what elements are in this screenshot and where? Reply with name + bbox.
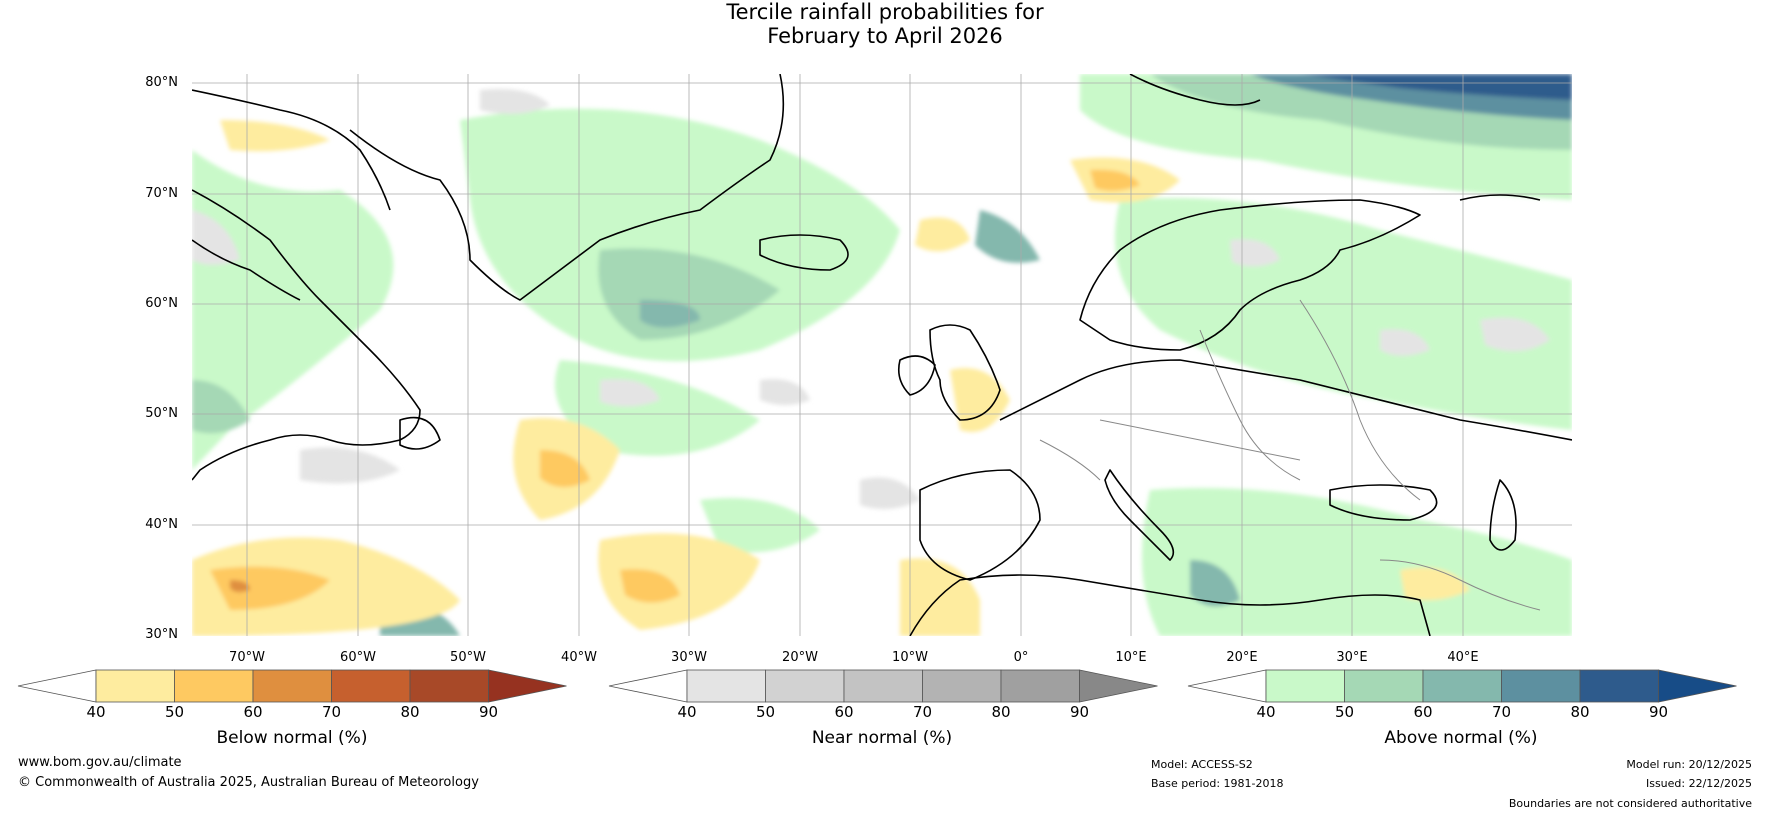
lat-label-30n: 30°N [145,627,178,642]
below-colorbar-tick: 90 [478,703,499,721]
coast-europe [999,359,1572,441]
above-colorbar-segment [1501,669,1581,703]
lon-label-10e: 10°E [1115,650,1147,665]
lat-label-60n: 60°N [145,296,178,311]
near-colorbar-tick: 60 [834,703,854,721]
coast-iceland [759,234,849,271]
probability-field [192,74,1572,636]
lon-label-30e: 30°E [1336,650,1368,665]
title-line-1: Tercile rainfall probabilities for [726,0,1044,24]
coast-novaya [1459,194,1541,201]
below-colorbar-tick: 50 [164,703,185,721]
below-colorbar-tick: 70 [321,703,342,721]
near-colorbar-tick: 50 [755,703,776,721]
coast-iberia [919,469,1041,581]
lon-label-60w: 60°W [340,650,376,665]
coast-baffin [192,89,391,211]
coast-italy [1104,469,1175,561]
coast-newfoundland [399,416,441,450]
footer-disclaimer: Boundaries are not considered authoritat… [1508,797,1752,810]
footer-base-period: Base period: 1981-2018 [1151,777,1284,790]
below-colorbar-high-extend [488,669,567,703]
above-colorbar-tick: 80 [1570,703,1590,721]
lon-label-70w: 70°W [229,650,265,665]
near-colorbar-low-extend [608,669,688,703]
near-colorbar-segment [765,669,845,703]
lon-label-40w: 40°W [561,650,597,665]
above-colorbar-segment [1265,669,1345,703]
below-colorbar-low-extend [17,669,97,703]
map-gridlines [192,74,1572,636]
lon-label-10w: 10°W [892,650,928,665]
below-colorbar-tick: 40 [86,703,106,721]
above-colorbar-high-extend [1658,669,1737,703]
footer-url: www.bom.gov.au/climate [18,755,182,770]
footer-model-run: Model run: 20/12/2025 [1626,758,1752,771]
lat-label-50n: 50°N [145,406,178,421]
above-colorbar-tick: 40 [1256,703,1276,721]
lon-label-20e: 20°E [1226,650,1258,665]
below-colorbar-segment [409,669,489,703]
lat-label-80n: 80°N [145,75,178,90]
above-colorbar-segment [1422,669,1502,703]
coast-ireland [897,355,936,396]
coastlines [192,74,1572,636]
above-colorbar-tick: 60 [1413,703,1433,721]
near-normal-title: Near normal (%) [811,728,953,748]
title-line-2: February to April 2026 [767,24,1003,48]
near-colorbar-segment [843,669,923,703]
near-colorbar-tick: 70 [912,703,933,721]
country-borders [1039,299,1541,611]
map-title: Tercile rainfall probabilities for Febru… [0,0,1770,48]
coast-greenland [349,74,785,301]
lon-label-40e: 40°E [1447,650,1479,665]
coast-canada [192,189,421,481]
lon-label-20w: 20°W [782,650,818,665]
above-normal-title: Above normal (%) [1384,728,1538,748]
coast-britain [929,324,1001,421]
footer-copyright: © Commonwealth of Australia 2025, Austra… [18,775,479,790]
above-colorbar-segment [1579,669,1659,703]
above-colorbar-tick: 50 [1334,703,1355,721]
coast-scandinavia [1079,199,1421,351]
lon-label-0: 0° [1013,650,1029,665]
coast-labrador [192,239,301,301]
near-colorbar-segment [922,669,1002,703]
near-colorbar-tick: 90 [1069,703,1090,721]
below-normal-title: Below normal (%) [216,728,368,748]
colorbars [17,669,1737,703]
footer-issued: Issued: 22/12/2025 [1645,777,1752,790]
near-colorbar-high-extend [1079,669,1158,703]
above-colorbar-segment [1344,669,1424,703]
near-colorbar-segment [1000,669,1080,703]
below-colorbar-segment [95,669,175,703]
lat-label-70n: 70°N [145,186,178,201]
lon-label-30w: 30°W [671,650,707,665]
lon-label-50w: 50°W [450,650,486,665]
above-colorbar-tick: 90 [1648,703,1669,721]
footer-model: Model: ACCESS-S2 [1151,758,1253,771]
below-colorbar-segment [331,669,411,703]
below-colorbar-segment [252,669,332,703]
above-colorbar-low-extend [1187,669,1267,703]
near-colorbar-tick: 80 [991,703,1011,721]
coast-caspian [1489,479,1517,551]
near-colorbar-tick: 40 [677,703,697,721]
coast-africa [909,574,1431,636]
above-colorbar-tick: 70 [1491,703,1512,721]
coast-svalbard [1129,74,1261,106]
below-colorbar-tick: 80 [400,703,420,721]
near-colorbar-segment [686,669,766,703]
below-colorbar-segment [174,669,254,703]
coast-blacksea [1329,484,1438,521]
below-colorbar-tick: 60 [243,703,263,721]
lat-label-40n: 40°N [145,517,178,532]
